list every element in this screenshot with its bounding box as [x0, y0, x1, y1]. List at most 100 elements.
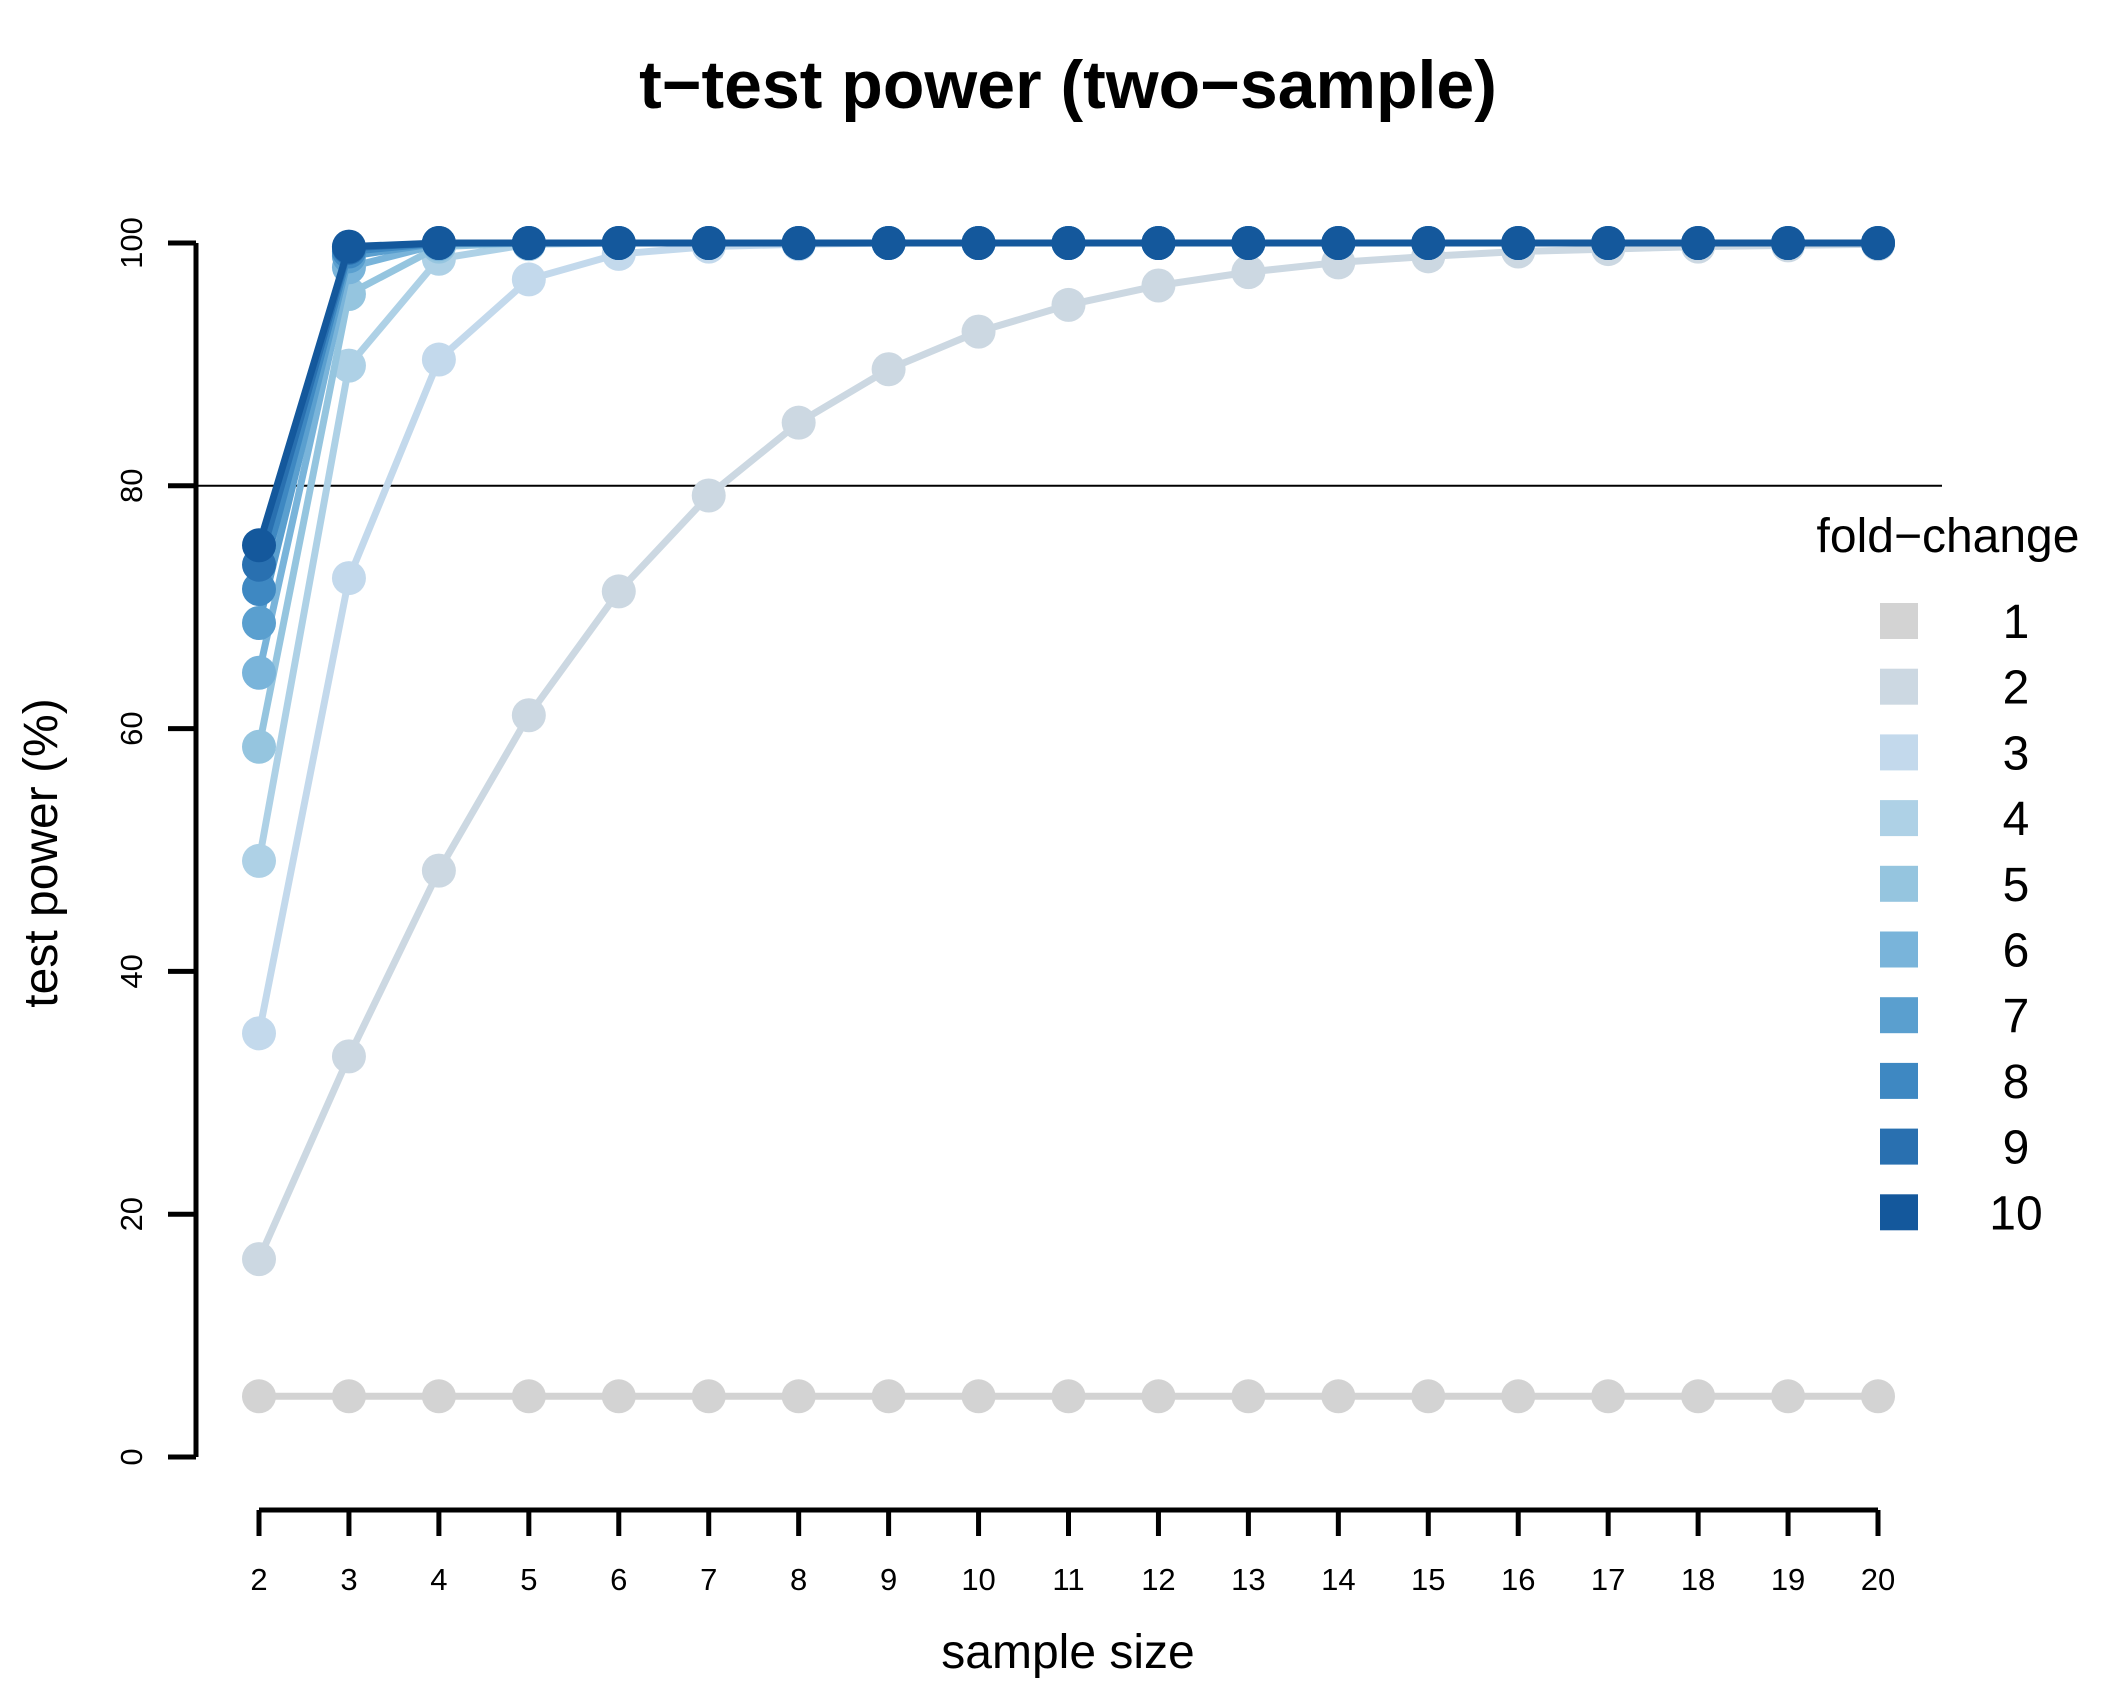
- y-tick-label: 60: [114, 711, 149, 745]
- legend-item: 2: [1880, 662, 2029, 715]
- data-point: [242, 1016, 276, 1051]
- legend-item: 6: [1880, 925, 2029, 978]
- legend-swatch: [1880, 1128, 1918, 1165]
- data-point: [331, 1379, 366, 1414]
- data-point: [242, 1379, 276, 1414]
- y-tick-label: 80: [114, 469, 149, 503]
- data-point: [871, 226, 906, 260]
- data-point: [1501, 226, 1536, 260]
- legend-swatch: [1880, 997, 1918, 1034]
- legend-swatch: [1880, 1062, 1918, 1099]
- series-fold-change-9: [242, 226, 1895, 582]
- data-point: [1771, 1379, 1806, 1414]
- data-point: [1321, 1379, 1356, 1414]
- series-line: [255, 240, 1879, 1261]
- x-tick-label: 17: [1591, 1562, 1625, 1597]
- data-point: [421, 1379, 456, 1414]
- x-tick-label: 5: [520, 1562, 537, 1597]
- series-fold-change-8: [242, 226, 1895, 606]
- legend-label: 10: [1989, 1187, 2042, 1240]
- chart-title: t−test power (two−sample): [639, 47, 1497, 123]
- data-point: [781, 1379, 816, 1414]
- data-point: [691, 1379, 726, 1414]
- data-point: [1501, 1379, 1536, 1414]
- data-point: [1231, 255, 1266, 290]
- legend-item: 4: [1880, 793, 2029, 846]
- data-point: [511, 262, 546, 297]
- legend-swatch: [1880, 865, 1918, 902]
- y-axis: 0 20 40 60 80 100: [114, 217, 199, 1466]
- data-point: [331, 348, 366, 383]
- data-point: [421, 342, 456, 377]
- legend-label: 5: [2003, 859, 2030, 912]
- legend-item: 7: [1880, 990, 2029, 1043]
- data-point: [961, 314, 996, 349]
- data-point: [691, 226, 726, 260]
- data-point: [601, 574, 636, 609]
- x-tick-label: 20: [1861, 1562, 1895, 1597]
- x-tick-label: 18: [1681, 1562, 1715, 1597]
- data-point: [871, 352, 906, 387]
- data-point: [1861, 1379, 1895, 1414]
- data-point: [421, 226, 456, 260]
- x-tick-label: 2: [250, 1562, 267, 1597]
- x-tick-label: 15: [1411, 1562, 1445, 1597]
- legend-label: 3: [2003, 727, 2030, 780]
- x-tick-label: 13: [1231, 1562, 1265, 1597]
- x-tick-label: 8: [790, 1562, 807, 1597]
- data-point: [691, 478, 726, 513]
- y-tick-label: 0: [114, 1448, 149, 1465]
- data-point: [601, 226, 636, 260]
- data-point: [1231, 1379, 1266, 1414]
- plot-area: [196, 226, 1942, 1414]
- data-point: [781, 405, 816, 440]
- x-axis-label: sample size: [941, 1626, 1194, 1679]
- y-tick-label: 100: [114, 217, 149, 269]
- y-tick-label: 40: [114, 954, 149, 988]
- legend-label: 2: [2003, 662, 2030, 715]
- x-tick-label: 11: [1052, 1562, 1084, 1597]
- data-point: [1681, 226, 1716, 260]
- data-point: [1591, 226, 1626, 260]
- legend-swatch: [1880, 603, 1918, 639]
- legend-swatch: [1880, 800, 1918, 837]
- x-tick-label: 6: [610, 1562, 627, 1597]
- x-tick-label: 7: [700, 1562, 717, 1597]
- legend-swatch: [1880, 1194, 1918, 1231]
- data-point: [961, 226, 996, 260]
- data-point: [242, 655, 276, 690]
- data-point: [242, 729, 276, 764]
- data-point: [1141, 268, 1176, 303]
- data-point: [1411, 226, 1446, 260]
- data-point: [1231, 226, 1266, 260]
- series-fold-change-2: [242, 227, 1895, 1277]
- data-point: [242, 843, 276, 878]
- data-point: [871, 1379, 906, 1414]
- legend-label: 8: [2003, 1056, 2030, 1109]
- legend-label: 6: [2003, 925, 2030, 978]
- data-point: [421, 853, 456, 888]
- legend-label: 1: [2003, 596, 2030, 649]
- data-point: [1141, 226, 1176, 260]
- legend-item: 3: [1880, 727, 2029, 780]
- legend-item: 1: [1880, 596, 2029, 649]
- x-tick-label: 4: [430, 1562, 447, 1597]
- data-point: [601, 1379, 636, 1414]
- data-point: [511, 1379, 546, 1414]
- legend-item: 9: [1880, 1122, 2029, 1175]
- legend-title: fold−change: [1817, 510, 2080, 563]
- data-point: [242, 605, 276, 640]
- data-point: [511, 226, 546, 260]
- data-point: [331, 229, 366, 264]
- legend-item: 8: [1880, 1056, 2029, 1109]
- data-point: [242, 1242, 276, 1277]
- legend-label: 7: [2003, 990, 2030, 1043]
- x-tick-label: 19: [1771, 1562, 1805, 1597]
- data-point: [961, 1379, 996, 1414]
- legend-item: 10: [1880, 1187, 2043, 1240]
- data-point: [781, 226, 816, 260]
- x-tick-label: 3: [340, 1562, 357, 1597]
- y-tick-label: 20: [114, 1197, 149, 1231]
- legend-item: 5: [1880, 859, 2029, 912]
- series-fold-change-3: [242, 226, 1895, 1051]
